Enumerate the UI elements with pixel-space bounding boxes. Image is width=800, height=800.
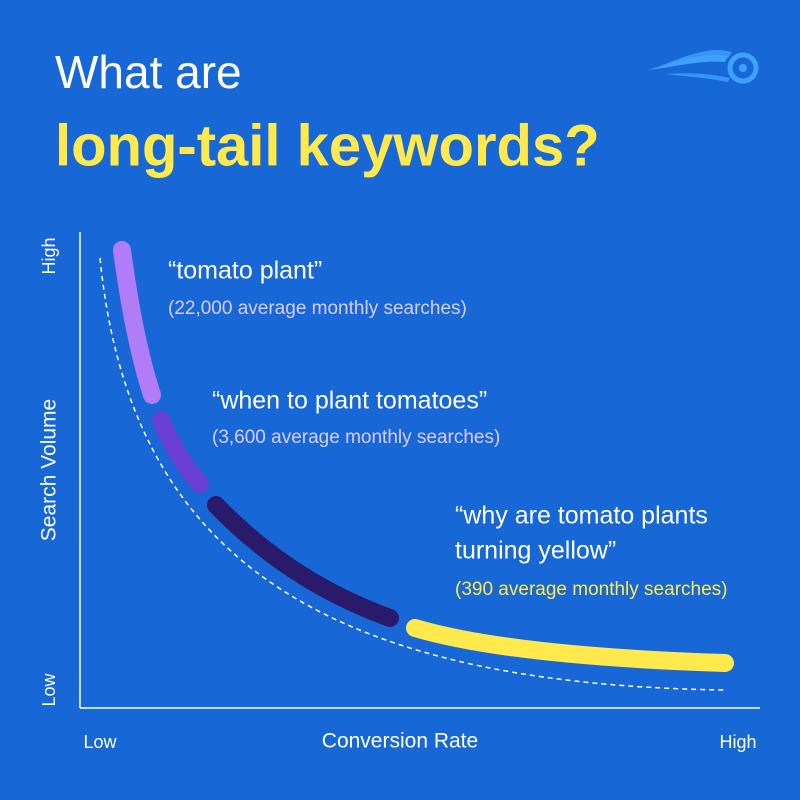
x-high-label: High xyxy=(719,732,756,752)
dashed-curve xyxy=(99,257,726,691)
x-low-label: Low xyxy=(83,732,117,752)
y-low-label: Low xyxy=(39,672,59,706)
segment-mid xyxy=(152,411,209,493)
axes xyxy=(79,232,760,709)
y-high-label: High xyxy=(39,237,59,274)
annotation-keyword: “why are tomato plants xyxy=(455,502,708,530)
y-axis-label: Search Volume xyxy=(38,399,61,541)
annotation-keyword: “tomato plant” xyxy=(168,257,322,285)
annotation-searches: (390 average monthly searches) xyxy=(455,579,727,600)
x-axis-label: Conversion Rate xyxy=(322,730,478,753)
annotation-searches: (3,600 average monthly searches) xyxy=(212,427,500,448)
annotation-searches: (22,000 average monthly searches) xyxy=(168,298,467,319)
segment-tail xyxy=(406,619,734,672)
curve xyxy=(113,241,734,672)
annotation-keyword: turning yellow” xyxy=(455,537,616,565)
title-line2: long-tail keywords? xyxy=(55,113,600,178)
title-line1: What are xyxy=(55,46,242,98)
segment-body xyxy=(207,496,399,627)
logo xyxy=(648,49,759,84)
segment-head xyxy=(113,241,161,404)
annotation-keyword: “when to plant tomatoes” xyxy=(212,387,487,415)
